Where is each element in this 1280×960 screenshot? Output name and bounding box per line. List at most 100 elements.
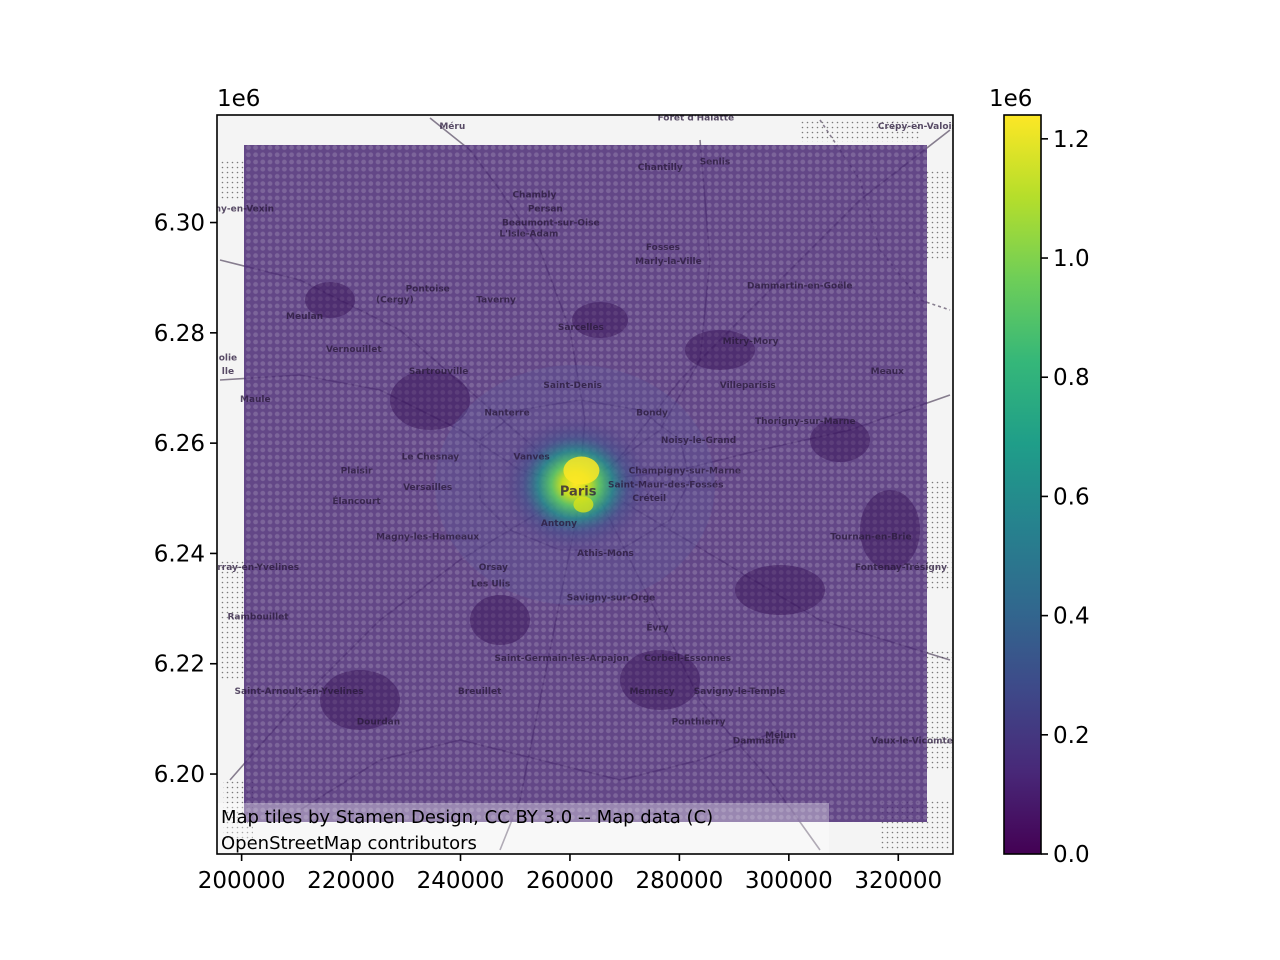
- place-label: Chambly: [512, 191, 556, 201]
- map-plot-area: Forêt d'Halatte Méru Crépy-en-Valois Senlis…: [190, 113, 957, 854]
- place-label: Sarcelles: [558, 323, 604, 333]
- x-tick-label: 280000: [635, 868, 723, 894]
- place-label: Dourdan: [357, 717, 400, 727]
- place-label: Champigny-sur-Marne: [629, 466, 741, 476]
- place-label: Meulan: [286, 312, 323, 322]
- density-peak-core: [563, 456, 600, 485]
- place-label: Le Chesnay: [402, 453, 460, 463]
- place-label: Rambouillet: [228, 613, 290, 623]
- place-label: Vanves: [514, 453, 550, 463]
- place-label: Saint-Denis: [543, 381, 602, 391]
- place-label: olie: [219, 353, 237, 363]
- attribution-line-1: Map tiles by Stamen Design, CC BY 3.0 --…: [221, 807, 713, 828]
- place-label: Évry: [646, 622, 668, 634]
- density-peak: [500, 416, 651, 553]
- place-label: Saint-Germain-lès-Arpajon: [494, 653, 629, 664]
- map-axes-frame: [216, 114, 954, 855]
- place-label: Villeparisis: [720, 381, 776, 391]
- place-label: Fontenay-Trésigny: [855, 562, 947, 573]
- attribution-line-2: OpenStreetMap contributors: [221, 833, 477, 854]
- place-label: Paris: [560, 485, 597, 500]
- place-label: Chantilly: [638, 163, 683, 173]
- density-peak-glow: [500, 416, 651, 553]
- place-label: Forêt d'Halatte: [657, 113, 734, 124]
- place-label: Élancourt: [332, 495, 381, 507]
- colorbar-fill: [1004, 115, 1041, 854]
- x-tick-label: 200000: [198, 868, 286, 894]
- place-label: Méru: [439, 121, 465, 132]
- x-tick-label: 260000: [526, 868, 614, 894]
- place-label: Antony: [541, 519, 577, 529]
- place-label: Breuillet: [458, 687, 502, 697]
- place-label: Senlis: [700, 158, 731, 168]
- place-label: Bondy: [636, 409, 668, 419]
- place-label: Thorigny-sur-Marne: [755, 417, 856, 427]
- place-label: Les Ulis: [471, 580, 510, 590]
- place-label: Saint-Arnoult-en-Yvelines: [235, 687, 364, 697]
- y-axis: 6.20 6.22 6.24 6.26 6.28 6.30: [154, 211, 217, 788]
- colorbar-tick-label: 0.8: [1053, 365, 1090, 391]
- x-tick-label: 320000: [854, 868, 942, 894]
- place-label: Saint-Maur-des-Fossés: [608, 479, 723, 490]
- place-label: Athis-Mons: [577, 549, 634, 559]
- place-label: Savigny-sur-Orge: [567, 593, 656, 603]
- place-label: Pontoise: [406, 284, 450, 294]
- attribution: Map tiles by Stamen Design, CC BY 3.0 --…: [217, 803, 829, 854]
- place-label: Mitry-Mory: [723, 337, 779, 347]
- place-label: Noisy-le-Grand: [661, 436, 736, 446]
- place-label: Magny-les-Hameaux: [376, 533, 479, 543]
- colorbar-offset-label: 1e6: [989, 86, 1032, 112]
- colorbar-frame: [1003, 114, 1042, 855]
- x-tick-label: 240000: [417, 868, 505, 894]
- colorbar-tick-label: 0.2: [1053, 723, 1090, 749]
- colorbar: 0.0 0.2 0.4 0.6 0.8 1.0 1.2 1e6: [989, 86, 1090, 868]
- colorbar-tick-label: 1.2: [1053, 127, 1090, 153]
- y-axis-offset-label: 1e6: [217, 86, 260, 112]
- y-tick-label: 6.26: [154, 431, 205, 457]
- density-patches: [305, 282, 920, 730]
- place-label: Vernouillet: [326, 345, 382, 355]
- place-label: Maule: [240, 395, 271, 405]
- place-label: L'Isle-Adam: [499, 229, 558, 239]
- place-label: Savigny-le-Temple: [694, 687, 786, 697]
- place-label: Meaux: [871, 367, 905, 377]
- place-label: Créteil: [632, 493, 666, 504]
- colorbar-tick-label: 0.0: [1053, 842, 1090, 868]
- x-tick-label: 300000: [745, 868, 833, 894]
- colorbar-gradient: [1004, 115, 1041, 854]
- place-label: Marly-la-Ville: [635, 257, 702, 267]
- place-label: Plaisir: [341, 466, 373, 476]
- place-labels: Forêt d'Halatte Méru Crépy-en-Valois Senlis…: [190, 113, 957, 747]
- place-label: Crépy-en-Valois: [878, 121, 957, 132]
- map-axes: Forêt d'Halatte Méru Crépy-en-Valois Senlis…: [154, 86, 957, 894]
- place-label: Persan: [528, 205, 563, 215]
- y-tick-label: 6.24: [154, 541, 205, 567]
- place-label: Beaumont-sur-Oise: [502, 218, 600, 228]
- place-label: Le Perray-en-Yvelines: [190, 563, 299, 573]
- place-label: Corbeil-Essonnes: [644, 654, 731, 664]
- density-peak-core: [573, 496, 594, 513]
- y-tick-label: 6.30: [154, 211, 205, 237]
- place-label: Dammarie: [733, 737, 785, 747]
- place-label: Orsay: [479, 563, 508, 573]
- colorbar-tick-label: 0.6: [1053, 484, 1090, 510]
- y-tick-label: 6.22: [154, 652, 205, 678]
- place-label: Mennecy: [629, 687, 674, 697]
- place-label: Fosses: [646, 243, 680, 253]
- y-tick-label: 6.20: [154, 762, 205, 788]
- x-axis: 200000 220000 240000 260000 280000 300000 3200…: [198, 854, 942, 894]
- place-label: Vaux-le-Vicomte: [871, 737, 953, 747]
- place-label: Melun: [765, 731, 796, 741]
- colorbar-tick-label: 0.4: [1053, 604, 1090, 630]
- place-label: Versailles: [403, 483, 452, 493]
- place-label: Tournan-en-Brie: [830, 533, 911, 543]
- place-label: lle: [222, 367, 234, 377]
- place-label: ny-en-Vexin: [215, 205, 274, 215]
- place-label: Taverny: [476, 296, 516, 306]
- place-label: Sartrouville: [409, 367, 469, 377]
- place-label: Ponthierry: [672, 717, 726, 727]
- place-label: Nanterre: [484, 409, 529, 419]
- colorbar-axis: 0.0 0.2 0.4 0.6 0.8 1.0 1.2: [1041, 127, 1090, 868]
- x-tick-label: 220000: [307, 868, 395, 894]
